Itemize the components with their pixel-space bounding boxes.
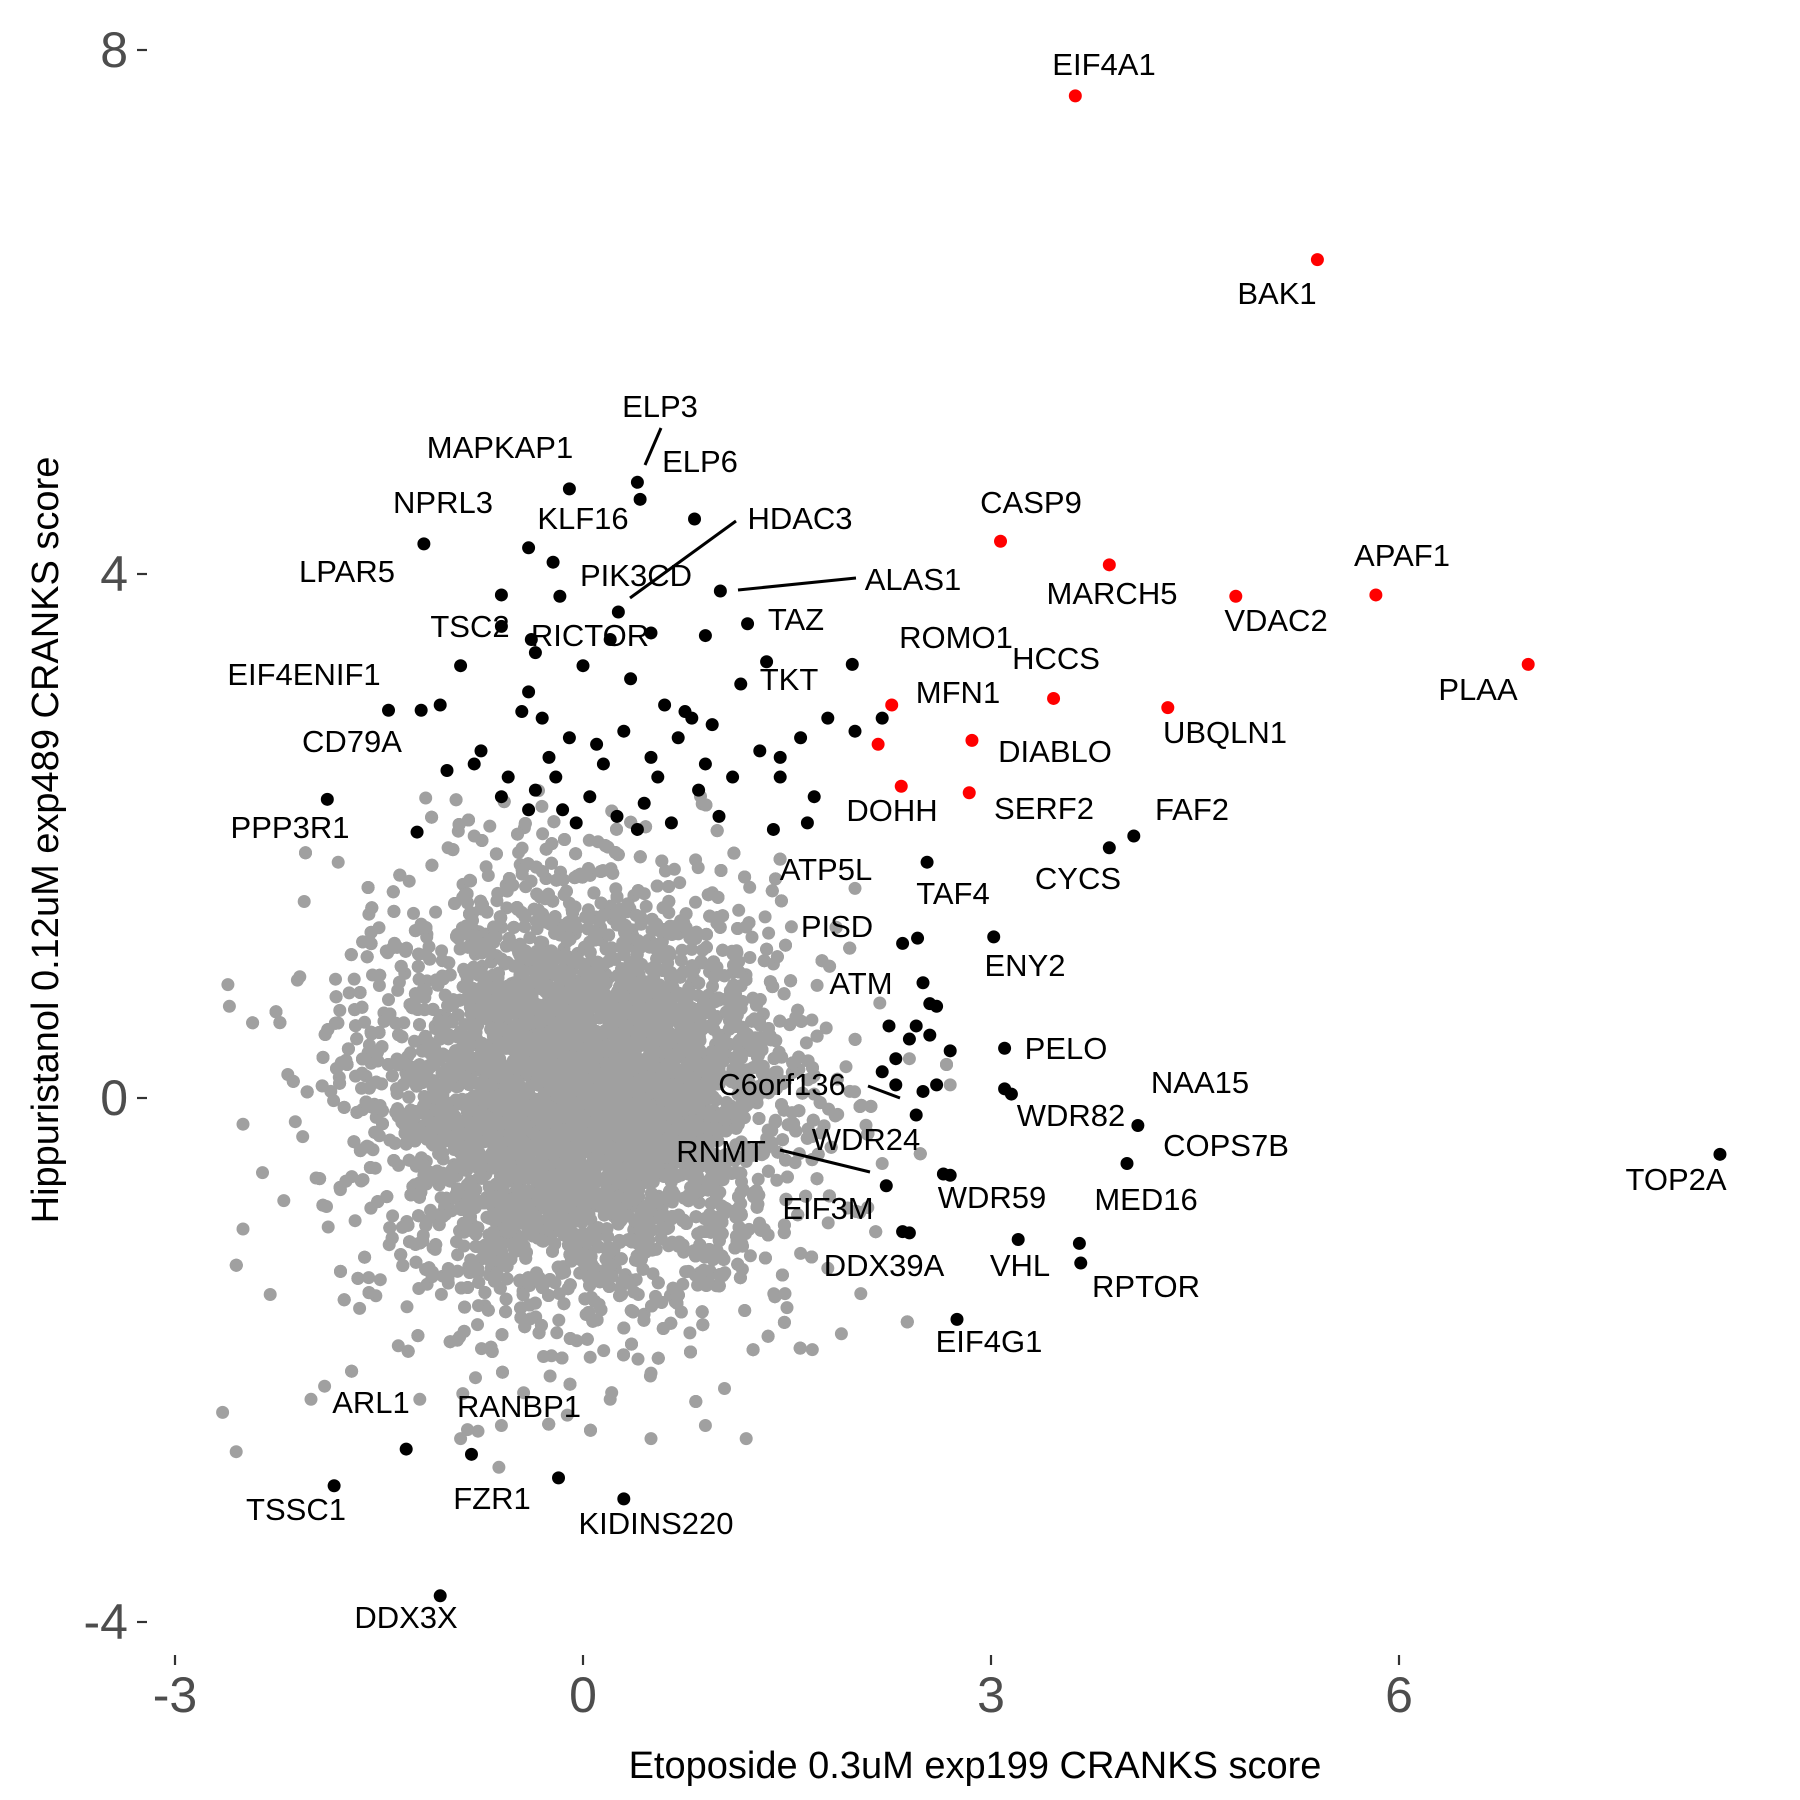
background-point	[685, 942, 699, 956]
background-point	[407, 906, 420, 920]
background-point	[333, 1003, 347, 1017]
background-point	[483, 819, 497, 833]
background-point	[667, 862, 681, 876]
background-point	[492, 1460, 506, 1474]
background-point	[329, 972, 342, 986]
background-point	[481, 869, 495, 882]
background-point	[550, 1326, 564, 1340]
background-point	[461, 1423, 474, 1437]
background-point	[402, 874, 416, 888]
background-point	[676, 1277, 690, 1291]
background-point	[518, 920, 532, 934]
background-point	[639, 899, 653, 913]
background-point	[854, 1287, 868, 1301]
background-point	[490, 894, 504, 908]
background-point	[758, 910, 772, 924]
background-point	[400, 1300, 414, 1314]
background-point	[770, 1173, 784, 1187]
background-point	[718, 1382, 731, 1395]
background-point	[347, 972, 361, 986]
background-point	[536, 827, 550, 841]
background-point	[843, 1084, 857, 1098]
background-point	[277, 1194, 291, 1208]
background-point	[732, 903, 746, 917]
background-point	[683, 1326, 697, 1340]
background-point	[552, 1313, 566, 1327]
background-point	[830, 1072, 844, 1086]
background-point	[382, 993, 395, 1007]
background-point	[419, 791, 433, 805]
background-point	[515, 841, 529, 855]
background-point	[805, 1343, 819, 1357]
background-point	[794, 1246, 808, 1260]
background-point	[725, 944, 739, 958]
background-points-layer	[216, 784, 957, 1474]
background-point	[256, 1166, 269, 1180]
background-point	[805, 1013, 819, 1027]
background-point	[422, 940, 436, 954]
background-point	[560, 1408, 574, 1422]
background-point	[535, 799, 549, 813]
background-point	[471, 1318, 484, 1332]
background-point	[810, 978, 824, 992]
background-point	[471, 1424, 485, 1438]
background-point	[475, 1342, 488, 1356]
background-point	[221, 978, 235, 992]
background-point	[517, 1386, 531, 1400]
background-point	[631, 1352, 645, 1366]
background-point	[691, 861, 705, 875]
background-point	[435, 944, 449, 958]
background-point	[597, 1344, 611, 1358]
background-point	[362, 1271, 376, 1285]
background-point	[348, 1214, 362, 1228]
background-point	[819, 1021, 833, 1035]
background-point	[745, 930, 759, 944]
background-point	[353, 1301, 367, 1315]
background-point	[675, 943, 689, 957]
background-point	[391, 983, 405, 997]
background-point	[762, 926, 776, 940]
background-point	[523, 931, 537, 945]
background-point	[821, 1216, 835, 1230]
background-point	[674, 953, 688, 967]
background-point	[288, 1115, 302, 1129]
background-point	[372, 979, 386, 992]
background-point	[469, 1371, 482, 1385]
background-point	[743, 1249, 757, 1263]
background-point	[689, 895, 702, 909]
background-point	[583, 1350, 597, 1364]
background-point	[456, 1387, 470, 1401]
background-point	[537, 1350, 550, 1363]
background-point	[321, 1220, 335, 1234]
background-point	[391, 1339, 405, 1353]
background-point	[673, 876, 687, 890]
background-point	[778, 1287, 792, 1301]
background-point	[342, 986, 356, 1000]
background-point	[543, 1369, 557, 1383]
background-point	[412, 1282, 426, 1295]
background-point	[457, 1239, 471, 1253]
background-point	[751, 1172, 765, 1186]
background-point	[839, 1060, 853, 1074]
background-point	[743, 880, 757, 894]
background-point	[799, 1036, 813, 1050]
background-point	[296, 1130, 310, 1144]
background-point	[373, 1273, 387, 1287]
background-point	[429, 905, 443, 919]
background-point	[873, 996, 887, 1010]
background-point	[784, 920, 798, 934]
background-point	[434, 1287, 448, 1301]
background-point	[743, 951, 757, 964]
